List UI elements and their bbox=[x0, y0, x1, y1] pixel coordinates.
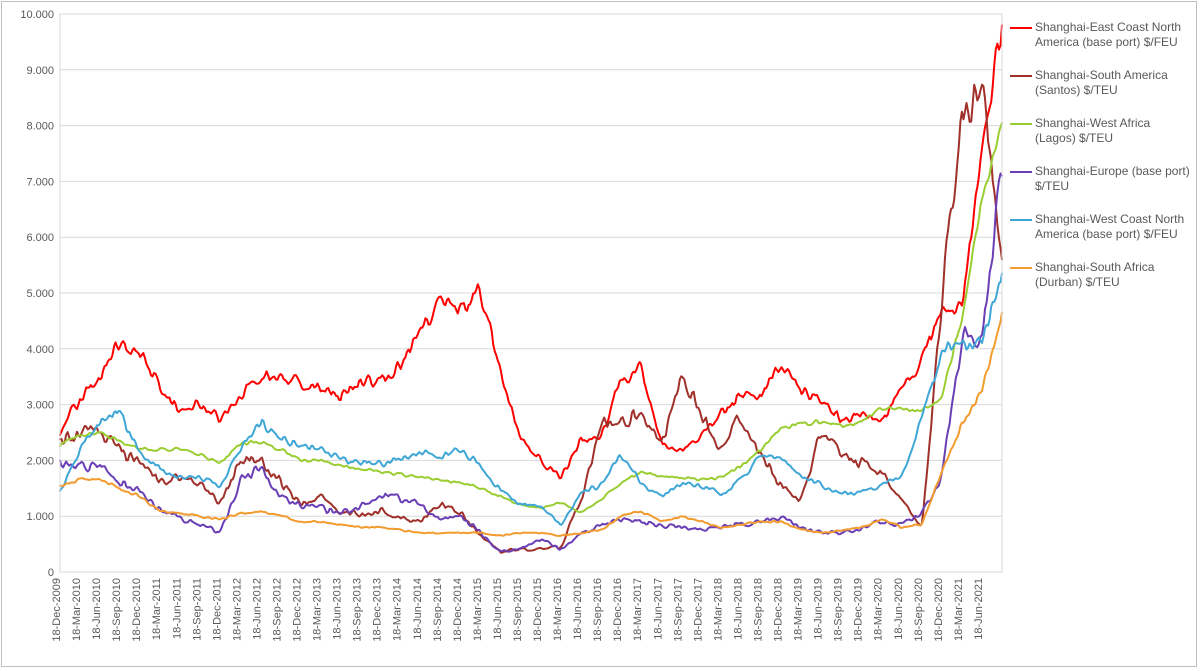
legend-label-wcna: Shanghai-West Coast North America (base … bbox=[1035, 212, 1190, 242]
svg-text:18-Dec-2014: 18-Dec-2014 bbox=[452, 578, 464, 642]
svg-text:18-Jun-2011: 18-Jun-2011 bbox=[171, 578, 183, 639]
legend-swatch-sam bbox=[1010, 75, 1032, 77]
legend-swatch-ecna bbox=[1010, 27, 1032, 29]
svg-text:18-Mar-2016: 18-Mar-2016 bbox=[552, 578, 564, 641]
svg-text:8.000: 8.000 bbox=[26, 121, 54, 133]
svg-text:18-Mar-2014: 18-Mar-2014 bbox=[392, 578, 404, 641]
svg-text:18-Jun-2014: 18-Jun-2014 bbox=[412, 578, 424, 640]
svg-text:18-Sep-2011: 18-Sep-2011 bbox=[191, 578, 203, 641]
svg-text:18-Dec-2019: 18-Dec-2019 bbox=[853, 578, 865, 642]
svg-text:6.000: 6.000 bbox=[26, 232, 54, 244]
svg-text:18-Mar-2020: 18-Mar-2020 bbox=[873, 578, 885, 641]
svg-text:1.000: 1.000 bbox=[26, 511, 54, 523]
freight-rate-chart: 0 1.000 2.000 3.000 4.000 5.000 6.000 7.000 8.00… bbox=[1, 1, 1197, 667]
svg-text:18-Mar-2010: 18-Mar-2010 bbox=[71, 578, 83, 641]
svg-text:18-Mar-2019: 18-Mar-2019 bbox=[793, 578, 805, 641]
legend-item-ecna: Shanghai-East Coast North America (base … bbox=[1010, 20, 1190, 50]
svg-text:18-Dec-2009: 18-Dec-2009 bbox=[51, 578, 63, 642]
svg-text:18-Sep-2015: 18-Sep-2015 bbox=[512, 578, 524, 642]
svg-text:18-Jun-2016: 18-Jun-2016 bbox=[572, 578, 584, 640]
svg-text:2.000: 2.000 bbox=[26, 455, 54, 467]
svg-text:5.000: 5.000 bbox=[26, 288, 54, 300]
svg-text:18-Dec-2011: 18-Dec-2011 bbox=[211, 578, 223, 641]
svg-text:18-Mar-2017: 18-Mar-2017 bbox=[632, 578, 644, 641]
chart-legend: Shanghai-East Coast North America (base … bbox=[1010, 20, 1190, 308]
svg-text:18-Mar-2013: 18-Mar-2013 bbox=[312, 578, 324, 641]
svg-text:18-Sep-2013: 18-Sep-2013 bbox=[352, 578, 364, 642]
svg-text:4.000: 4.000 bbox=[26, 344, 54, 356]
svg-text:18-Dec-2020: 18-Dec-2020 bbox=[933, 578, 945, 642]
svg-text:18-Sep-2018: 18-Sep-2018 bbox=[752, 578, 764, 642]
svg-text:18-Dec-2017: 18-Dec-2017 bbox=[692, 578, 704, 642]
svg-text:7.000: 7.000 bbox=[26, 176, 54, 188]
svg-text:18-Jun-2017: 18-Jun-2017 bbox=[652, 578, 664, 640]
svg-text:18-Jun-2021: 18-Jun-2021 bbox=[973, 578, 985, 640]
legend-item-wcna: Shanghai-West Coast North America (base … bbox=[1010, 212, 1190, 242]
svg-text:18-Sep-2020: 18-Sep-2020 bbox=[913, 578, 925, 642]
svg-text:10.000: 10.000 bbox=[20, 9, 54, 21]
legend-item-waf: Shanghai-West Africa (Lagos) $/TEU bbox=[1010, 116, 1190, 146]
svg-text:0: 0 bbox=[48, 567, 54, 579]
legend-label-waf: Shanghai-West Africa (Lagos) $/TEU bbox=[1035, 116, 1190, 146]
legend-item-eur: Shanghai-Europe (base port) $/TEU bbox=[1010, 164, 1190, 194]
svg-text:9.000: 9.000 bbox=[26, 65, 54, 77]
legend-swatch-wcna bbox=[1010, 219, 1032, 221]
svg-text:18-Jun-2020: 18-Jun-2020 bbox=[893, 578, 905, 640]
svg-text:18-Sep-2016: 18-Sep-2016 bbox=[592, 578, 604, 642]
svg-text:18-Dec-2013: 18-Dec-2013 bbox=[372, 578, 384, 642]
svg-text:3.000: 3.000 bbox=[26, 400, 54, 412]
legend-swatch-saf bbox=[1010, 267, 1032, 269]
legend-swatch-eur bbox=[1010, 171, 1032, 173]
legend-label-ecna: Shanghai-East Coast North America (base … bbox=[1035, 20, 1190, 50]
legend-swatch-waf bbox=[1010, 123, 1032, 125]
svg-text:18-Sep-2019: 18-Sep-2019 bbox=[833, 578, 845, 642]
svg-text:18-Mar-2018: 18-Mar-2018 bbox=[712, 578, 724, 641]
svg-text:18-Jun-2013: 18-Jun-2013 bbox=[332, 578, 344, 640]
svg-text:18-Dec-2010: 18-Dec-2010 bbox=[131, 578, 143, 642]
svg-text:18-Jun-2019: 18-Jun-2019 bbox=[813, 578, 825, 640]
svg-text:18-Dec-2018: 18-Dec-2018 bbox=[773, 578, 785, 642]
svg-text:18-Mar-2012: 18-Mar-2012 bbox=[231, 578, 243, 641]
legend-label-eur: Shanghai-Europe (base port) $/TEU bbox=[1035, 164, 1190, 194]
svg-text:18-Jun-2018: 18-Jun-2018 bbox=[732, 578, 744, 640]
legend-label-saf: Shanghai-South Africa (Durban) $/TEU bbox=[1035, 260, 1190, 290]
svg-text:18-Mar-2011: 18-Mar-2011 bbox=[151, 578, 163, 640]
svg-text:18-Jun-2012: 18-Jun-2012 bbox=[251, 578, 263, 640]
svg-text:18-Mar-2015: 18-Mar-2015 bbox=[472, 578, 484, 641]
svg-text:18-Sep-2010: 18-Sep-2010 bbox=[111, 578, 123, 642]
svg-text:18-Mar-2021: 18-Mar-2021 bbox=[953, 578, 965, 641]
svg-text:18-Sep-2014: 18-Sep-2014 bbox=[432, 578, 444, 642]
svg-text:18-Jun-2015: 18-Jun-2015 bbox=[492, 578, 504, 640]
svg-text:18-Sep-2017: 18-Sep-2017 bbox=[672, 578, 684, 642]
svg-text:18-Dec-2016: 18-Dec-2016 bbox=[612, 578, 624, 642]
svg-text:18-Dec-2012: 18-Dec-2012 bbox=[292, 578, 304, 642]
legend-item-saf: Shanghai-South Africa (Durban) $/TEU bbox=[1010, 260, 1190, 290]
svg-text:18-Jun-2010: 18-Jun-2010 bbox=[91, 578, 103, 640]
svg-text:18-Sep-2012: 18-Sep-2012 bbox=[271, 578, 283, 642]
legend-item-sam: Shanghai-South America (Santos) $/TEU bbox=[1010, 68, 1190, 98]
svg-text:18-Dec-2015: 18-Dec-2015 bbox=[532, 578, 544, 642]
legend-label-sam: Shanghai-South America (Santos) $/TEU bbox=[1035, 68, 1190, 98]
